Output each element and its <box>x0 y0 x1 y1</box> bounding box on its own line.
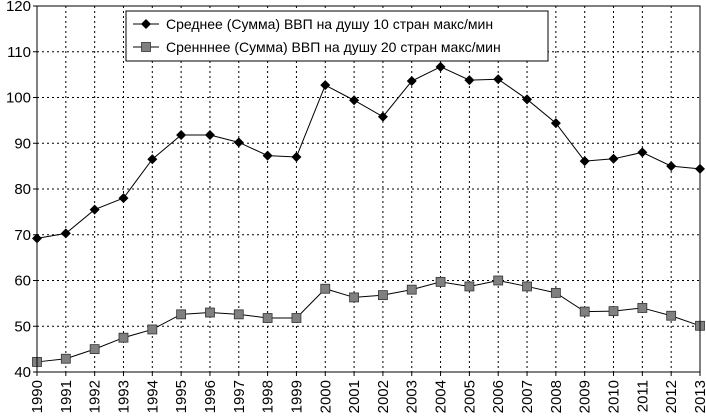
data-point-square <box>89 344 100 355</box>
y-tick-label: 80 <box>14 181 31 198</box>
data-point-square <box>320 283 331 294</box>
data-point-diamond <box>204 130 215 141</box>
data-point-diamond <box>89 204 100 215</box>
x-tick-label: 2006 <box>490 380 507 413</box>
data-point-square <box>262 313 273 323</box>
x-tick-label: 2002 <box>375 380 392 413</box>
x-tick-label: 1996 <box>202 380 219 413</box>
data-point-diamond <box>291 151 302 162</box>
data-point-square <box>666 310 677 321</box>
data-point-square <box>60 353 71 364</box>
legend: Среднее (Сумма) ВВП на душу 10 стран мак… <box>125 10 549 62</box>
x-tick-label: 2010 <box>606 380 623 413</box>
x-axis: 1990 1991 1992 1993 1994 1995 1996 1997 1998 1999… <box>29 372 706 413</box>
data-point-square <box>233 309 244 320</box>
x-tick-label: 2001 <box>346 380 363 413</box>
x-tick-label: 2011 <box>634 380 651 412</box>
y-tick-label: 40 <box>14 364 31 381</box>
legend-marker-square-icon <box>141 42 151 52</box>
data-point-diamond <box>262 150 273 161</box>
legend-marker-diamond-icon <box>141 19 151 29</box>
x-tick-label: 2008 <box>548 380 565 413</box>
data-point-diamond <box>349 95 360 106</box>
data-point-diamond <box>406 76 417 87</box>
y-tick-label: 60 <box>14 273 31 290</box>
y-axis: 40 50 60 70 80 90 100 110 120 <box>6 0 37 381</box>
x-tick-label: 1992 <box>87 380 104 413</box>
legend-label-series-2: Сренннее (Сумма) ВВП на душу 20 стран ма… <box>166 39 501 55</box>
data-point-diamond <box>435 61 446 72</box>
data-point-diamond <box>147 154 158 165</box>
series-layer <box>32 61 705 367</box>
y-tick-label: 50 <box>14 318 31 335</box>
data-point-diamond <box>464 75 475 86</box>
y-tick-label: 100 <box>6 90 31 107</box>
x-tick-label: 2007 <box>519 380 536 413</box>
series-1-line <box>36 66 701 239</box>
x-tick-label: 1998 <box>260 380 277 413</box>
data-point-square <box>464 281 475 292</box>
legend-entry-series-2: Сренннее (Сумма) ВВП на душу 20 стран ма… <box>133 39 501 55</box>
data-point-square <box>579 306 590 317</box>
data-point-diamond <box>233 137 244 148</box>
data-point-square <box>493 275 504 286</box>
data-point-square <box>522 281 532 292</box>
series-2-line <box>36 279 701 363</box>
x-tick-label: 1997 <box>231 380 248 413</box>
data-point-diamond <box>522 94 533 105</box>
x-tick-label: 2000 <box>317 380 334 413</box>
y-tick-label: 70 <box>14 227 31 244</box>
data-point-square <box>435 276 446 287</box>
data-point-diamond <box>118 193 129 204</box>
data-point-diamond <box>60 228 71 239</box>
x-tick-label: 2013 <box>692 380 706 413</box>
data-point-square <box>349 292 359 303</box>
data-point-square <box>147 324 158 335</box>
x-tick-label: 2004 <box>433 380 450 413</box>
legend-label-series-1: Среднее (Сумма) ВВП на душу 10 стран мак… <box>166 16 493 32</box>
data-point-diamond <box>493 74 504 85</box>
legend-box <box>125 10 549 62</box>
data-point-square <box>406 284 417 295</box>
data-point-diamond <box>550 118 561 129</box>
data-point-diamond <box>579 156 590 167</box>
x-tick-label: 2003 <box>404 380 421 413</box>
x-tick-label: 1999 <box>288 380 305 413</box>
data-point-diamond <box>608 153 619 164</box>
legend-entry-series-1: Среднее (Сумма) ВВП на душу 10 стран мак… <box>133 16 493 32</box>
y-tick-label: 120 <box>6 0 31 15</box>
data-point-square <box>291 313 302 323</box>
y-tick-label: 90 <box>14 135 31 152</box>
data-point-square <box>205 307 215 318</box>
data-point-square <box>118 332 129 343</box>
data-point-square <box>378 290 388 301</box>
plot-border <box>36 5 701 373</box>
x-tick-label: 1991 <box>58 380 75 413</box>
x-tick-label: 1993 <box>115 380 132 413</box>
data-point-square <box>550 287 561 298</box>
data-point-diamond <box>377 111 388 122</box>
data-point-diamond <box>666 161 677 172</box>
y-tick-label: 110 <box>7 44 31 61</box>
x-tick-label: 1990 <box>29 380 46 413</box>
data-point-square <box>176 309 187 320</box>
data-point-diamond <box>637 147 648 158</box>
data-point-diamond <box>320 80 331 91</box>
x-tick-label: 1995 <box>173 380 190 413</box>
x-tick-label: 2012 <box>663 380 680 413</box>
x-tick-label: 1994 <box>144 380 161 413</box>
x-tick-label: 2005 <box>461 380 478 413</box>
data-point-square <box>608 306 619 317</box>
data-point-square <box>637 303 648 313</box>
data-point-diamond <box>176 130 187 141</box>
x-tick-label: 2009 <box>577 380 594 413</box>
